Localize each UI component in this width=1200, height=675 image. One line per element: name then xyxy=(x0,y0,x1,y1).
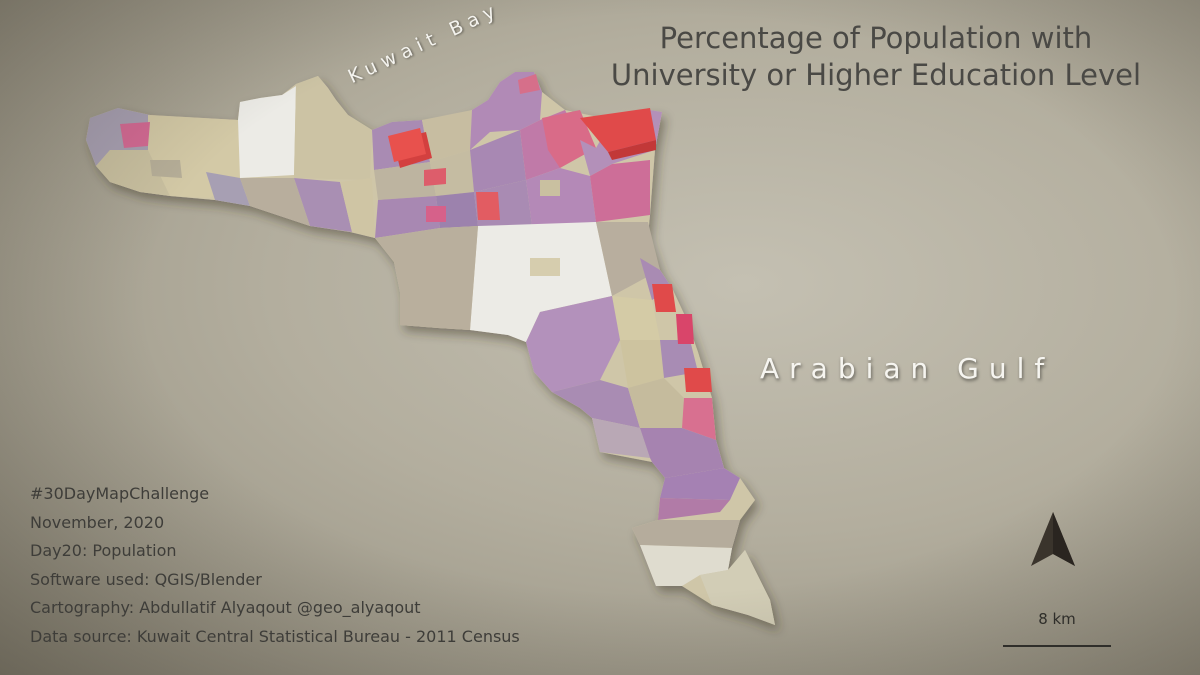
region-shape xyxy=(658,498,730,520)
region-shape xyxy=(426,206,446,222)
region-shape xyxy=(682,398,716,440)
region-shape xyxy=(388,128,426,162)
region-shape xyxy=(470,222,612,342)
region-shape xyxy=(526,168,596,226)
region-shape xyxy=(518,74,540,94)
credit-day: Day20: Population xyxy=(30,541,177,560)
region-shape xyxy=(700,550,775,625)
region-shape xyxy=(294,178,352,232)
arabian-gulf-label: Arabian Gulf xyxy=(760,352,1055,385)
region-shape xyxy=(240,178,310,226)
region-shape xyxy=(424,168,446,186)
region-shape xyxy=(590,160,650,222)
region-shape xyxy=(436,192,478,228)
region-shape xyxy=(422,110,472,162)
region-shape xyxy=(206,172,250,206)
map-title-line1: Percentage of Population with xyxy=(659,21,1093,55)
region-shape xyxy=(476,192,500,220)
region-shape xyxy=(676,314,694,344)
region-shape xyxy=(592,418,650,458)
region-shape xyxy=(620,340,664,388)
region-shape xyxy=(150,160,182,178)
region-shape xyxy=(540,180,560,196)
region-shape xyxy=(632,520,740,548)
region-shape xyxy=(238,86,296,178)
region-shape xyxy=(684,368,712,392)
region-shape xyxy=(530,258,560,276)
north-arrow-icon xyxy=(1028,510,1078,574)
credit-data-source: Data source: Kuwait Central Statistical … xyxy=(30,626,520,646)
region-shape xyxy=(628,378,684,428)
region-shape xyxy=(652,284,676,312)
map-title: Percentage of Population with University… xyxy=(576,20,1176,94)
region-shape xyxy=(660,468,740,500)
region-shape xyxy=(294,76,372,180)
region-shape xyxy=(612,296,660,340)
region-shape xyxy=(640,428,724,478)
region-shape xyxy=(375,226,478,330)
region-shape xyxy=(640,545,732,586)
credit-date: November, 2020 xyxy=(30,512,165,532)
region-shape xyxy=(580,108,656,152)
credit-software: Software used: QGIS/Blender xyxy=(30,569,262,589)
region-shape xyxy=(596,222,660,296)
map-title-line2: University or Higher Education Level xyxy=(610,58,1142,92)
credits-block: #30DayMapChallenge November, 2020 Day20:… xyxy=(30,480,520,651)
region-shape xyxy=(374,162,436,200)
region-shape xyxy=(375,196,440,238)
credit-cartography: Cartography: Abdullatif Alyaqout @geo_al… xyxy=(30,598,421,617)
region-shape xyxy=(542,110,596,168)
region-shape xyxy=(526,296,620,392)
credit-hashtag: #30DayMapChallenge xyxy=(30,484,210,503)
map-regions xyxy=(86,72,775,625)
scale-bar-label: 8 km xyxy=(1038,610,1076,628)
scale-bar xyxy=(1003,645,1111,647)
region-shape xyxy=(552,380,640,428)
region-shape xyxy=(608,140,656,160)
region-shape xyxy=(340,178,375,238)
region-shape xyxy=(470,130,526,192)
region-shape xyxy=(430,150,474,196)
region-shape xyxy=(120,122,150,148)
region-shape xyxy=(86,108,150,166)
